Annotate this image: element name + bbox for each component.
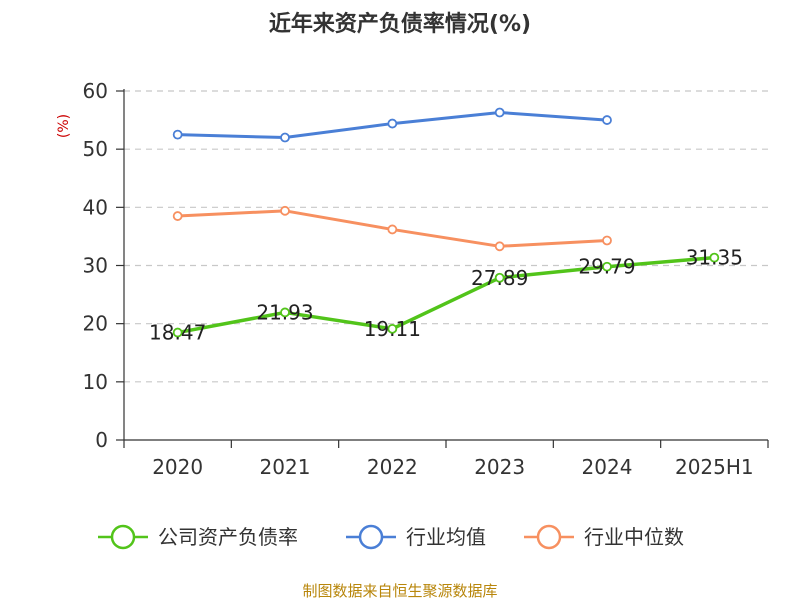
- data-point: [494, 241, 505, 252]
- legend-label: 行业均值: [406, 525, 486, 549]
- x-tick-label: 2024: [582, 455, 633, 479]
- legend-marker: [358, 524, 384, 550]
- data-labels: 18.47 21.93 19.11 27.89 29.79 31.35: [149, 246, 743, 345]
- data-point: [494, 272, 505, 283]
- data-point: [172, 129, 183, 140]
- y-tick-label: 40: [83, 195, 108, 219]
- series-lines: [172, 107, 720, 338]
- data-point: [602, 115, 612, 125]
- data-label: 31.35: [686, 246, 743, 270]
- data-point: [280, 132, 290, 143]
- series-line: [177, 255, 715, 335]
- data-point: [280, 205, 290, 216]
- legend-marker: [110, 524, 136, 550]
- source-note: 制图数据来自恒生聚源数据库: [302, 582, 497, 600]
- data-label: 21.93: [256, 300, 313, 324]
- x-tick-label: 2025H1: [675, 455, 754, 479]
- legend-marker: [536, 524, 562, 550]
- y-tick-label: 60: [83, 79, 108, 103]
- data-point: [387, 323, 398, 334]
- x-tick-label: 2021: [260, 455, 311, 479]
- data-label: 27.89: [471, 266, 528, 290]
- data-point: [602, 235, 612, 246]
- y-tick-label: 10: [83, 370, 108, 394]
- y-tick-label: 0: [95, 428, 108, 452]
- data-point: [280, 307, 290, 318]
- data-point: [602, 261, 612, 272]
- legend-label: 公司资产负债率: [158, 525, 298, 549]
- data-point: [172, 327, 183, 338]
- y-axis-label: (%): [56, 114, 72, 138]
- grid-lines: [124, 90, 768, 383]
- data-point: [172, 211, 183, 221]
- legend: 公司资产负债率 行业均值 行业中位数: [98, 524, 684, 550]
- y-tick-label: 50: [83, 137, 108, 161]
- data-point: [387, 224, 398, 235]
- data-point: [709, 252, 720, 263]
- legend-item: 行业均值: [346, 524, 486, 550]
- chart-title: 近年来资产负债率情况(%): [269, 11, 531, 37]
- axes: 0 10 20 30 40 50 60 2020 2021 2022 2023 2024 2025H1: [83, 79, 769, 479]
- x-tick-label: 2022: [367, 455, 418, 479]
- data-point: [494, 107, 505, 118]
- data-label: 29.79: [578, 255, 635, 279]
- y-tick-label: 30: [83, 254, 108, 278]
- legend-item: 行业中位数: [524, 524, 684, 550]
- legend-item: 公司资产负债率: [98, 524, 298, 550]
- y-tick-label: 20: [83, 312, 108, 336]
- x-tick-label: 2020: [152, 455, 203, 479]
- x-tick-label: 2023: [474, 455, 525, 479]
- data-label: 19.11: [364, 317, 421, 341]
- data-point: [387, 118, 398, 129]
- legend-label: 行业中位数: [584, 525, 684, 549]
- data-label: 18.47: [149, 321, 206, 345]
